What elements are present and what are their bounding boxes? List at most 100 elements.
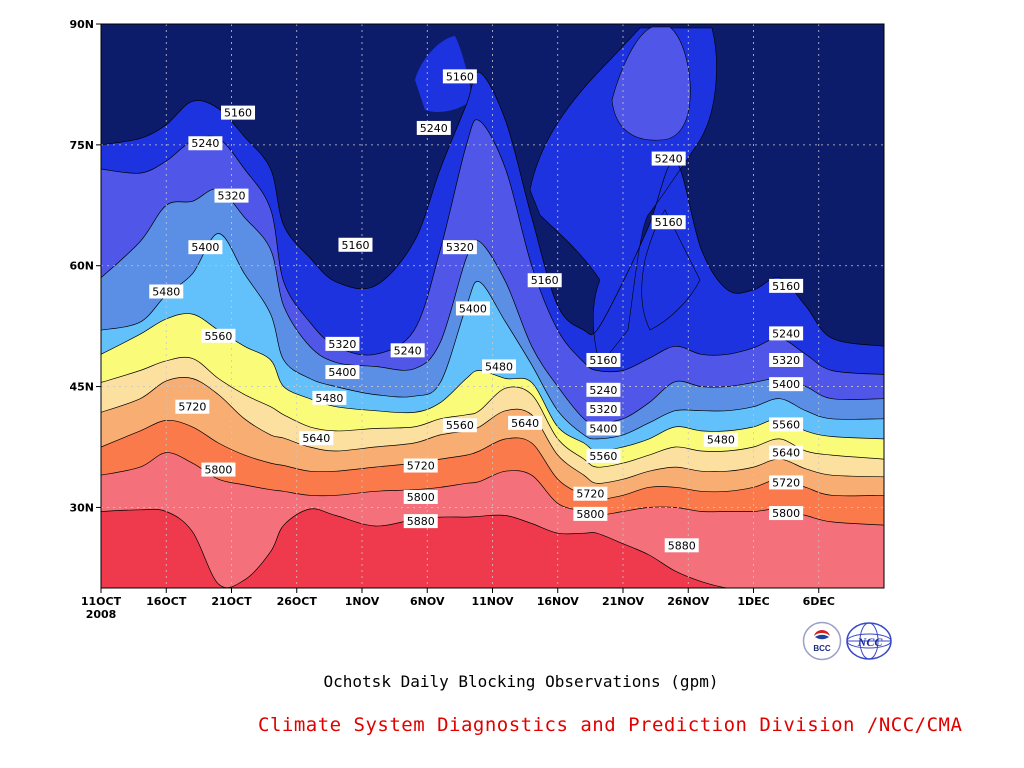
contour-label-box (188, 240, 223, 255)
contour-label-box (442, 240, 477, 255)
contour-label-text: 5480 (707, 434, 735, 447)
contour-label-box (586, 352, 621, 367)
contour-label: 5240 (416, 120, 451, 135)
contour-label-text: 5560 (446, 419, 474, 432)
contour-line-5480 (101, 313, 884, 452)
contour-label-text: 5880 (407, 515, 435, 528)
contour-line-5240 (101, 119, 884, 375)
contour-label-text: 5800 (204, 464, 232, 477)
contour-label: 5480 (703, 432, 738, 447)
contour-label-box (312, 390, 347, 405)
contour-label-text: 5400 (328, 366, 356, 379)
contour-line-5560 (101, 356, 884, 468)
contour-label-text: 5400 (772, 378, 800, 391)
contour-label-text: 5320 (218, 190, 246, 203)
contour-label-box (221, 105, 256, 120)
contour-label-box (403, 489, 438, 504)
contour-label-text: 5240 (655, 153, 683, 166)
contour-line-5800 (101, 452, 884, 526)
contour-label: 5640 (299, 431, 334, 446)
contour-chart: 5160 5240 5320 5400 5480 5560 5640 5720 5800 5160… (69, 18, 885, 621)
contour-label: 5800 (403, 489, 438, 504)
contour-label: 5320 (442, 240, 477, 255)
contour-line-5400 (101, 233, 884, 440)
x-tick-label: 26NOV (667, 595, 710, 608)
contour-label-text: 5480 (152, 285, 180, 298)
contour-label: 5720 (403, 458, 438, 473)
contour-line-5720 (101, 419, 884, 500)
contour-label-text: 5720 (772, 476, 800, 489)
contour-label-text: 5800 (407, 491, 435, 504)
x-tick-label: 1DEC (737, 595, 769, 608)
y-tick-label: 30N (69, 501, 94, 514)
contour-label-text: 5160 (655, 216, 683, 229)
contour-label-text: 5240 (420, 122, 448, 135)
contour-label-text: 5160 (531, 274, 559, 287)
contour-label-box (769, 352, 804, 367)
contour-label: 5240 (188, 136, 223, 151)
contour-label-box (769, 417, 804, 432)
contour-label-box (651, 215, 686, 230)
contour-label-text: 5160 (446, 70, 474, 83)
contour-label: 5160 (651, 215, 686, 230)
y-tick-label: 90N (69, 18, 94, 31)
contour-label-text: 5320 (772, 354, 800, 367)
contour-label: 5480 (149, 284, 184, 299)
contour-label-text: 5640 (772, 447, 800, 460)
contour-label: 5560 (442, 418, 477, 433)
contour-label-text: 5240 (394, 344, 422, 357)
bcc-logo-text: BCC (813, 644, 831, 653)
contour-label-text: 5320 (446, 241, 474, 254)
y-axis: 30N 45N 60N 75N 90N (69, 18, 101, 514)
contour-label-box (188, 136, 223, 151)
contour-label: 5160 (527, 273, 562, 288)
contour-label-box (442, 69, 477, 84)
contour-label-text: 5480 (315, 392, 343, 405)
contour-label-text: 5320 (589, 403, 617, 416)
contour-label-box (508, 415, 543, 430)
contour-label: 5800 (769, 506, 804, 521)
contour-line-5640 (101, 377, 884, 484)
contour-label-box (403, 514, 438, 529)
contour-label: 5560 (586, 448, 621, 463)
contour-label-box (586, 448, 621, 463)
contour-label: 5400 (769, 377, 804, 392)
contour-label-box (586, 402, 621, 417)
contour-label-box (769, 475, 804, 490)
credit-line: Climate System Diagnostics and Predictio… (258, 714, 963, 736)
contour-line-5160 (101, 71, 884, 347)
contour-label-box (403, 458, 438, 473)
contour-label-box (573, 486, 608, 501)
ncc-logo-icon: NCC (846, 622, 892, 660)
contour-lines (101, 71, 884, 588)
contour-label: 5320 (769, 352, 804, 367)
contour-label-text: 5720 (576, 488, 604, 501)
contour-label-box (201, 328, 236, 343)
contour-label: 5400 (455, 301, 490, 316)
contour-label: 5880 (664, 538, 699, 553)
contour-label-text: 5880 (668, 539, 696, 552)
contour-label-box (769, 326, 804, 341)
contour-label-text: 5640 (302, 432, 330, 445)
contour-label-box (416, 120, 451, 135)
contour-label: 5720 (573, 486, 608, 501)
x-tick-label: 6NOV (410, 595, 445, 608)
x-tick-label: 26OCT (277, 595, 318, 608)
contour-label: 5640 (508, 415, 543, 430)
contour-label: 5160 (442, 69, 477, 84)
contour-label-box (769, 506, 804, 521)
chart-title: Ochotsk Daily Blocking Observations (gpm… (323, 672, 719, 691)
contour-label: 5160 (586, 352, 621, 367)
contour-label-box (299, 431, 334, 446)
contour-label-text: 5560 (589, 450, 617, 463)
contour-label-box (651, 151, 686, 166)
contour-label-box (586, 421, 621, 436)
plot-area (101, 24, 884, 588)
contour-label: 5640 (769, 445, 804, 460)
x-tick-label: 21NOV (602, 595, 645, 608)
x-tick-label: 11NOV (471, 595, 514, 608)
contour-label-text: 5720 (407, 460, 435, 473)
closed-contour-5240-region (611, 26, 691, 141)
x-tick-label: 16OCT (146, 595, 187, 608)
contour-label: 5320 (586, 402, 621, 417)
